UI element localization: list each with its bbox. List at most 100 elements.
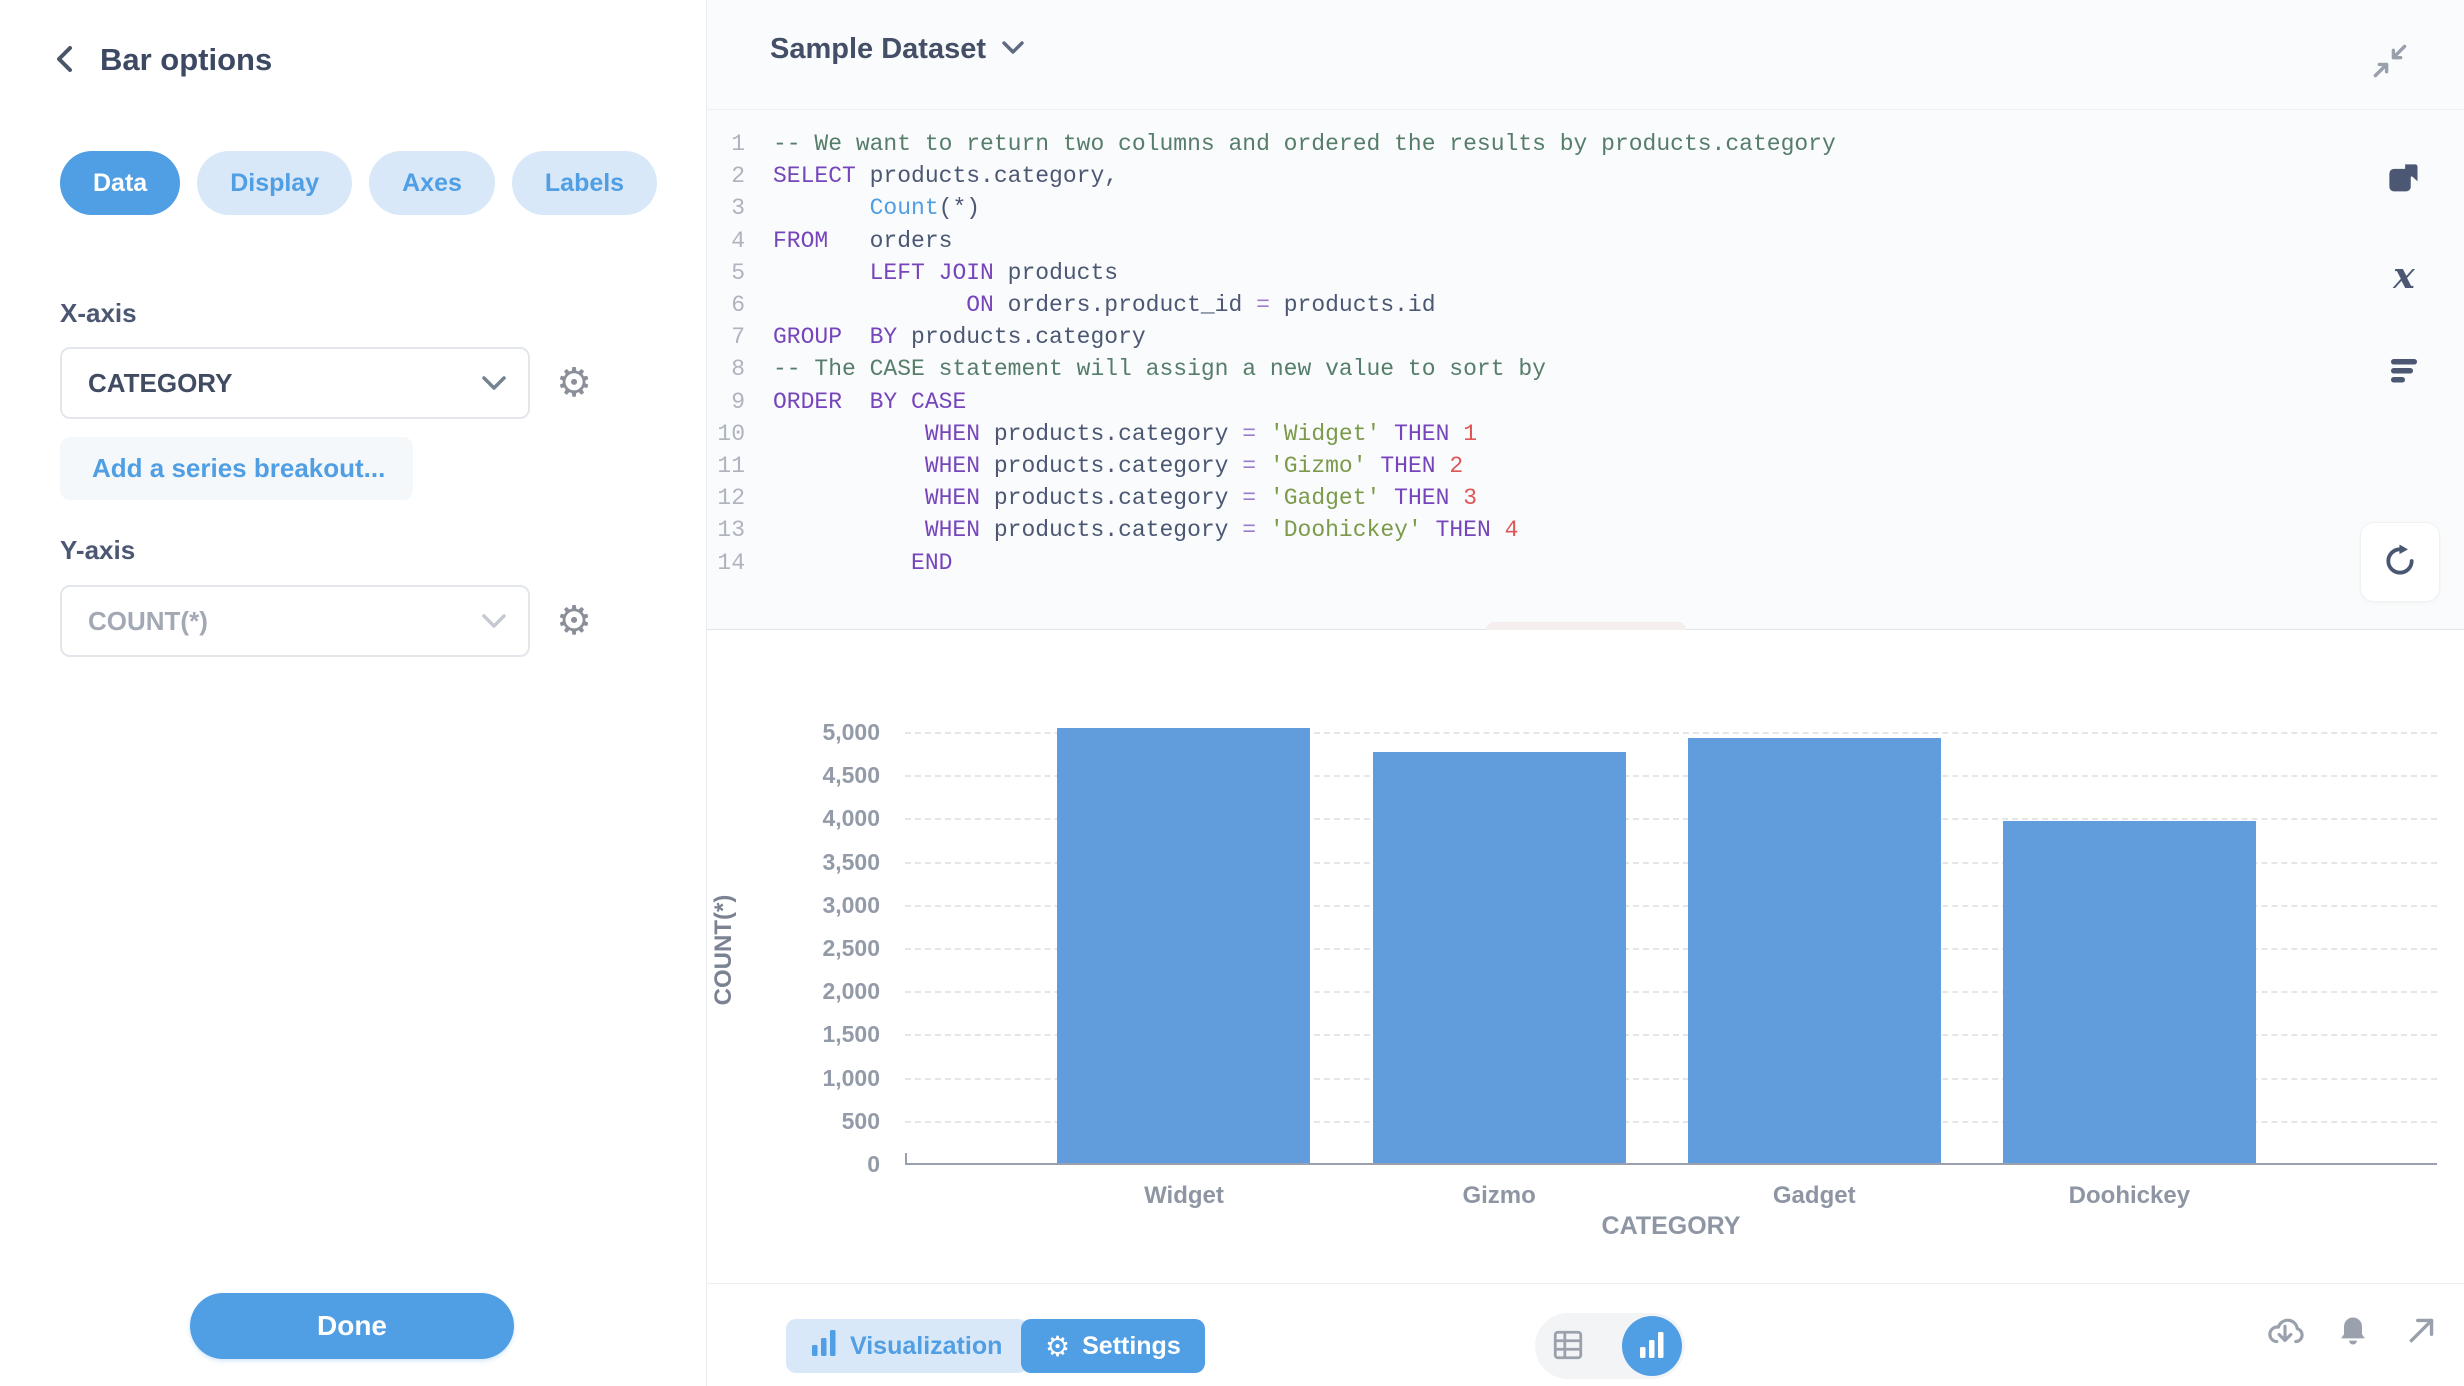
y-axis-label: Y-axis [60,535,136,565]
y-axis-gear-icon[interactable]: ⚙ [556,598,592,644]
code-line[interactable]: 3 Count(*) [707,192,1836,224]
code-text: WHEN products.category = 'Doohickey' THE… [924,517,1519,544]
line-number: 6 [731,292,745,319]
x-axis-value: CATEGORY [88,367,233,398]
y-axis-value: COUNT(*) [88,605,208,636]
done-button[interactable]: Done [190,1293,514,1359]
code-line[interactable]: 12 WHEN products.category = 'Gadget' THE… [707,482,1836,514]
settings-label: Settings [1082,1331,1181,1360]
code-line[interactable]: 6 ON orders.product_id = products.id [707,289,1836,321]
visualization-button[interactable]: Visualization [786,1319,1029,1373]
gridline [905,861,2437,864]
refresh-icon [2383,544,2417,581]
code-text: SELECT products.category, [773,163,1119,190]
gridline [905,775,2437,778]
x-axis-tick-label: Widget [1144,1182,1224,1209]
gear-icon: ⚙ [1045,1329,1071,1363]
dataset-name: Sample Dataset [770,33,986,65]
y-axis-tick-label: 2,000 [822,978,880,1005]
gridline [905,1034,2437,1037]
line-number: 11 [717,452,745,479]
tab-display[interactable]: Display [197,151,353,215]
bar-widget[interactable] [1057,727,1311,1165]
y-axis-tick-label: 5,000 [822,719,880,745]
y-axis-tick-label: 1,000 [822,1064,880,1091]
line-number: 7 [731,324,745,351]
chevron-left-icon [50,43,80,78]
x-axis-select[interactable]: CATEGORY [60,347,530,419]
snippets-button[interactable] [2382,350,2426,394]
back-button[interactable] [50,43,80,78]
collapse-editor-button[interactable] [2368,40,2412,84]
axis-origin-tick [905,1153,907,1163]
y-axis-tick-label: 4,000 [822,805,880,832]
cloud-download-icon [2265,1313,2305,1352]
code-line[interactable]: 14 END [707,546,1836,578]
line-number: 12 [717,485,745,512]
x-axis-line [905,1163,2437,1165]
y-axis-select[interactable]: COUNT(*) [60,585,530,657]
code-line[interactable]: 7 GROUP BY products.category [707,321,1836,353]
chevron-down-icon [482,376,506,390]
line-number: 10 [717,420,745,447]
editor-side-rail: x [2382,158,2426,394]
bar-chart-icon [812,1329,836,1363]
add-series-breakout-button[interactable]: Add a series breakout... [60,437,413,500]
bar-doohickey[interactable] [2002,821,2256,1165]
data-reference-button[interactable] [2382,158,2426,202]
bar-options-sidebar: Bar options Data Display Axes Labels X-axis… [0,0,707,1386]
code-line[interactable]: 4 FROM orders [707,225,1836,257]
table-view-button[interactable] [1551,1329,1585,1364]
line-number: 4 [731,227,745,254]
code-text: -- We want to return two columns and ord… [773,131,1836,158]
chart-view-button[interactable] [1622,1316,1682,1376]
y-axis-tick-label: 2,500 [822,935,880,961]
table-icon [1551,1329,1585,1364]
line-number: 1 [731,131,745,158]
gridline [905,818,2437,821]
gridline [905,1120,2437,1123]
book-icon [2386,161,2422,200]
code-line[interactable]: 9 ORDER BY CASE [707,386,1836,418]
view-toggle [1535,1313,1685,1379]
sql-editor[interactable]: 1 -- We want to return two columns and or… [707,110,2464,630]
line-number: 3 [731,195,745,222]
tab-labels[interactable]: Labels [511,151,658,215]
code-line[interactable]: 1 -- We want to return two columns and or… [707,128,1836,160]
y-axis-tick-label: 1,500 [822,1021,880,1048]
bar-gizmo[interactable] [1372,751,1626,1165]
y-axis-tick-label: 3,000 [822,891,880,918]
line-number: 9 [731,388,745,415]
code-line[interactable]: 8 -- The CASE statement will assign a new… [707,353,1836,385]
sidebar-header: Bar options [50,42,272,78]
tab-data[interactable]: Data [60,151,181,215]
page-title: Bar options [100,42,273,77]
code-text: FROM orders [773,227,953,254]
code-line[interactable]: 11 WHEN products.category = 'Gizmo' THEN… [707,450,1836,482]
code-line[interactable]: 13 WHEN products.category = 'Doohickey' … [707,514,1836,546]
variables-button[interactable]: x [2382,254,2426,298]
bar-gadget[interactable] [1687,738,1941,1165]
run-query-button[interactable] [2360,522,2440,602]
tab-axes[interactable]: Axes [369,151,495,215]
bell-icon [2335,1313,2371,1352]
download-button[interactable] [2265,1313,2305,1352]
settings-button[interactable]: ⚙ Settings [1021,1319,1205,1373]
code-text: -- The CASE statement will assign a new … [773,356,1546,383]
code-text: GROUP BY products.category [773,324,1146,351]
line-number: 13 [717,517,745,544]
gridline [905,948,2437,950]
code-line[interactable]: 2 SELECT products.category, [707,160,1836,192]
y-axis-tick-label: 4,500 [822,762,880,789]
bar-chart-icon [1640,1331,1664,1361]
y-axis-title: COUNT(*) [710,894,737,1006]
x-axis-title: CATEGORY [1601,1212,1741,1240]
dataset-picker[interactable]: Sample Dataset [770,33,1024,66]
x-axis-gear-icon[interactable]: ⚙ [556,360,592,406]
x-axis-label: X-axis [60,298,137,328]
alerts-button[interactable] [2335,1313,2371,1352]
share-button[interactable] [2405,1313,2439,1350]
code-line[interactable]: 5 LEFT JOIN products [707,257,1836,289]
code-line[interactable]: 10 WHEN products.category = 'Widget' THE… [707,418,1836,450]
code-text: Count(*) [869,195,981,222]
